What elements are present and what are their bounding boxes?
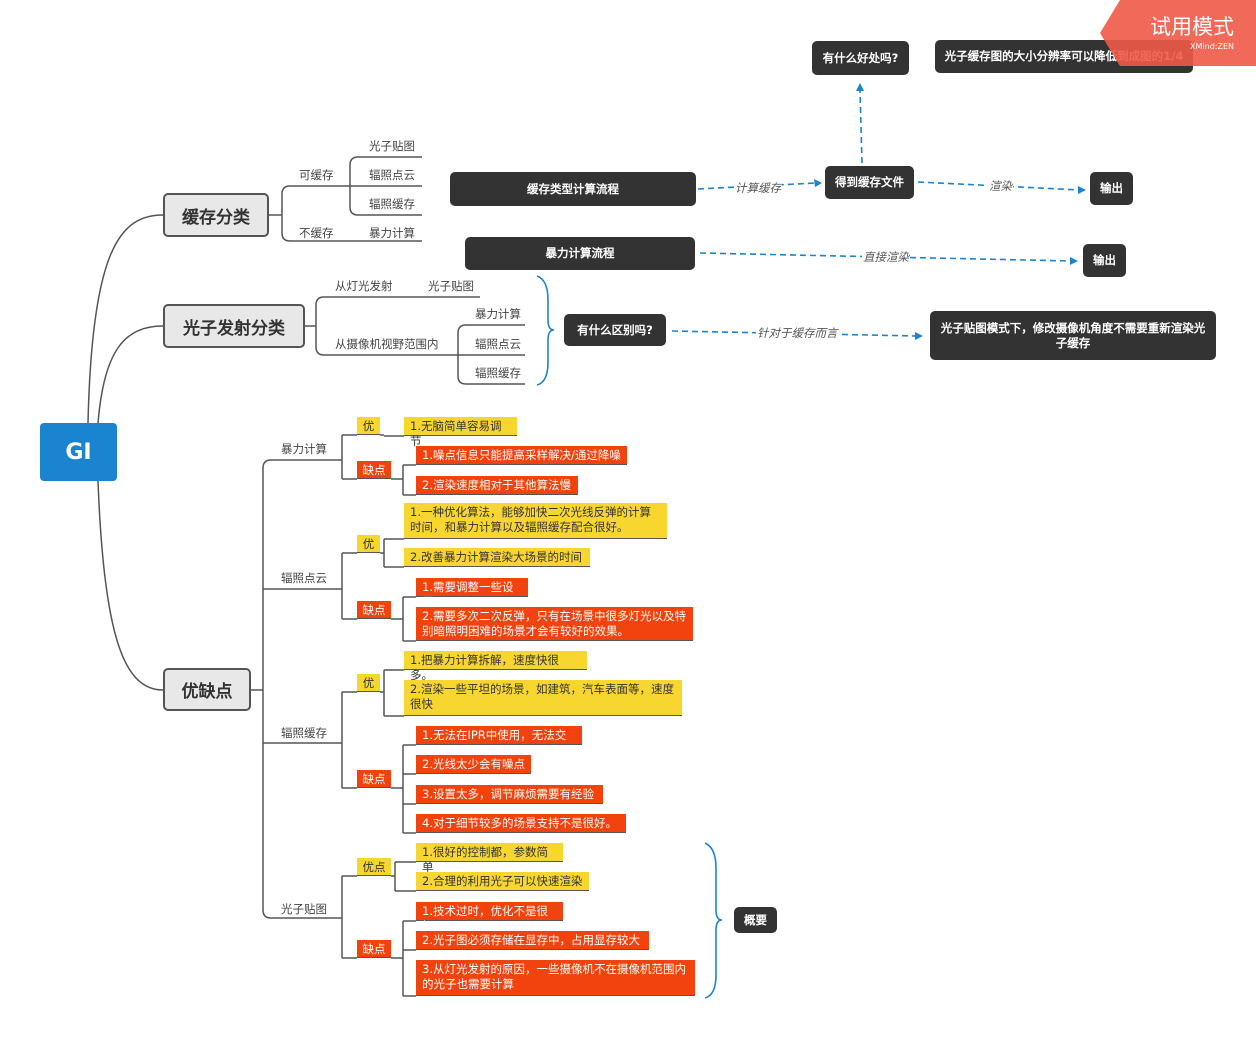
group-label[interactable]: 光子贴图 [281, 902, 327, 916]
con-item[interactable]: 1.技术过时，优化不是很好 [416, 902, 563, 933]
cache-category-node[interactable]: 缓存分类 [163, 193, 269, 237]
from-camera-label[interactable]: 从摄像机视野范围内 [335, 337, 439, 351]
con-item[interactable]: 2.光线太少会有噪点 [416, 755, 531, 774]
summary-node[interactable]: 概要 [734, 907, 777, 933]
pro-item[interactable]: 2.改善暴力计算渲染大场景的时间 [404, 548, 590, 567]
pro-item[interactable]: 1.把暴力计算拆解，速度快很多。 [404, 651, 587, 682]
con-item[interactable]: 2.需要多次二次反弹，只有在场景中很多灯光以及特别暗照明困难的场景才会有较好的效… [416, 607, 693, 641]
emission-category-node[interactable]: 光子发射分类 [163, 304, 305, 348]
get-cache-file-node[interactable]: 得到缓存文件 [825, 166, 914, 199]
con-item[interactable]: 2.光子图必须存储在显存中，占用显存较大 [416, 931, 649, 950]
render-edge-label: 渲染 [988, 178, 1013, 194]
from-camera-item[interactable]: 暴力计算 [475, 307, 521, 321]
pros-tag[interactable]: 优 [357, 417, 380, 435]
con-item[interactable]: 3.从灯光发射的原因，一些摄像机不在摄像机范围内的光子也需要计算 [416, 960, 695, 996]
cacheable-item[interactable]: 辐照点云 [369, 168, 415, 182]
con-item[interactable]: 1.噪点信息只能提高采样解决/通过降噪 [416, 446, 627, 465]
pros-tag[interactable]: 优点 [357, 858, 391, 876]
no-cache-item[interactable]: 暴力计算 [369, 226, 415, 240]
pro-item[interactable]: 2.渲染一些平坦的场景，如建筑，汽车表面等，速度很快 [404, 680, 682, 716]
cons-tag[interactable]: 缺点 [357, 770, 391, 788]
con-item[interactable]: 2.渲染速度相对于其他算法慢 [416, 476, 578, 495]
cacheable-item[interactable]: 光子贴图 [369, 139, 415, 153]
difference-question-node[interactable]: 有什么区别吗? [564, 314, 666, 346]
pro-item[interactable]: 2.合理的利用光子可以快速渲染 [416, 872, 589, 891]
group-label[interactable]: 辐照缓存 [281, 726, 327, 740]
output-node[interactable]: 输出 [1090, 172, 1133, 205]
direct-render-edge-label: 直接渲染 [862, 249, 910, 265]
from-light-label[interactable]: 从灯光发射 [335, 279, 393, 293]
con-item[interactable]: 4.对于细节较多的场景支持不是很好。 [416, 814, 626, 833]
benefit-question-node[interactable]: 有什么好处吗? [812, 41, 909, 75]
cacheable-label[interactable]: 可缓存 [299, 168, 334, 182]
pro-item[interactable]: 1.一种优化算法，能够加快二次光线反弹的计算时间，和暴力计算以及辐照缓存配合很好… [404, 503, 667, 539]
con-item[interactable]: 3.设置太多，调节麻烦需要有经验 [416, 785, 603, 804]
for-cache-edge-label: 针对于缓存而言 [756, 325, 839, 341]
watermark-text: 试用模式 [1150, 15, 1234, 39]
compute-cache-edge-label: 计算缓存 [734, 180, 782, 196]
pros-tag[interactable]: 优 [357, 535, 380, 553]
from-camera-item[interactable]: 辐照点云 [475, 337, 521, 351]
brute-flow-node[interactable]: 暴力计算流程 [465, 237, 695, 270]
no-cache-label[interactable]: 不缓存 [299, 226, 334, 240]
pros-cons-node[interactable]: 优缺点 [163, 668, 251, 711]
pros-tag[interactable]: 优 [357, 674, 380, 692]
cache-flow-node[interactable]: 缓存类型计算流程 [450, 172, 696, 206]
group-label[interactable]: 暴力计算 [281, 442, 327, 456]
cons-tag[interactable]: 缺点 [357, 461, 391, 479]
cacheable-item[interactable]: 辐照缓存 [369, 197, 415, 211]
pro-item[interactable]: 1.无脑简单容易调节 [404, 417, 517, 448]
from-light-item[interactable]: 光子贴图 [428, 279, 474, 293]
con-item[interactable]: 1.需要调整一些设置 [416, 578, 528, 609]
difference-answer-node[interactable]: 光子贴图模式下，修改摄像机角度不需要重新渲染光子缓存 [930, 311, 1216, 360]
con-item[interactable]: 1.无法在IPR中使用，无法交互 [416, 726, 582, 757]
output-node[interactable]: 输出 [1083, 244, 1126, 277]
cons-tag[interactable]: 缺点 [357, 601, 391, 619]
pro-item[interactable]: 1.很好的控制都，参数简单 [416, 843, 563, 874]
root-node[interactable]: GI [40, 423, 117, 481]
trial-mode-watermark: 试用模式 XMind:ZEN [1100, 0, 1256, 66]
cons-tag[interactable]: 缺点 [357, 940, 391, 958]
watermark-brand: XMind:ZEN [1190, 42, 1234, 51]
group-label[interactable]: 辐照点云 [281, 571, 327, 585]
from-camera-item[interactable]: 辐照缓存 [475, 366, 521, 380]
